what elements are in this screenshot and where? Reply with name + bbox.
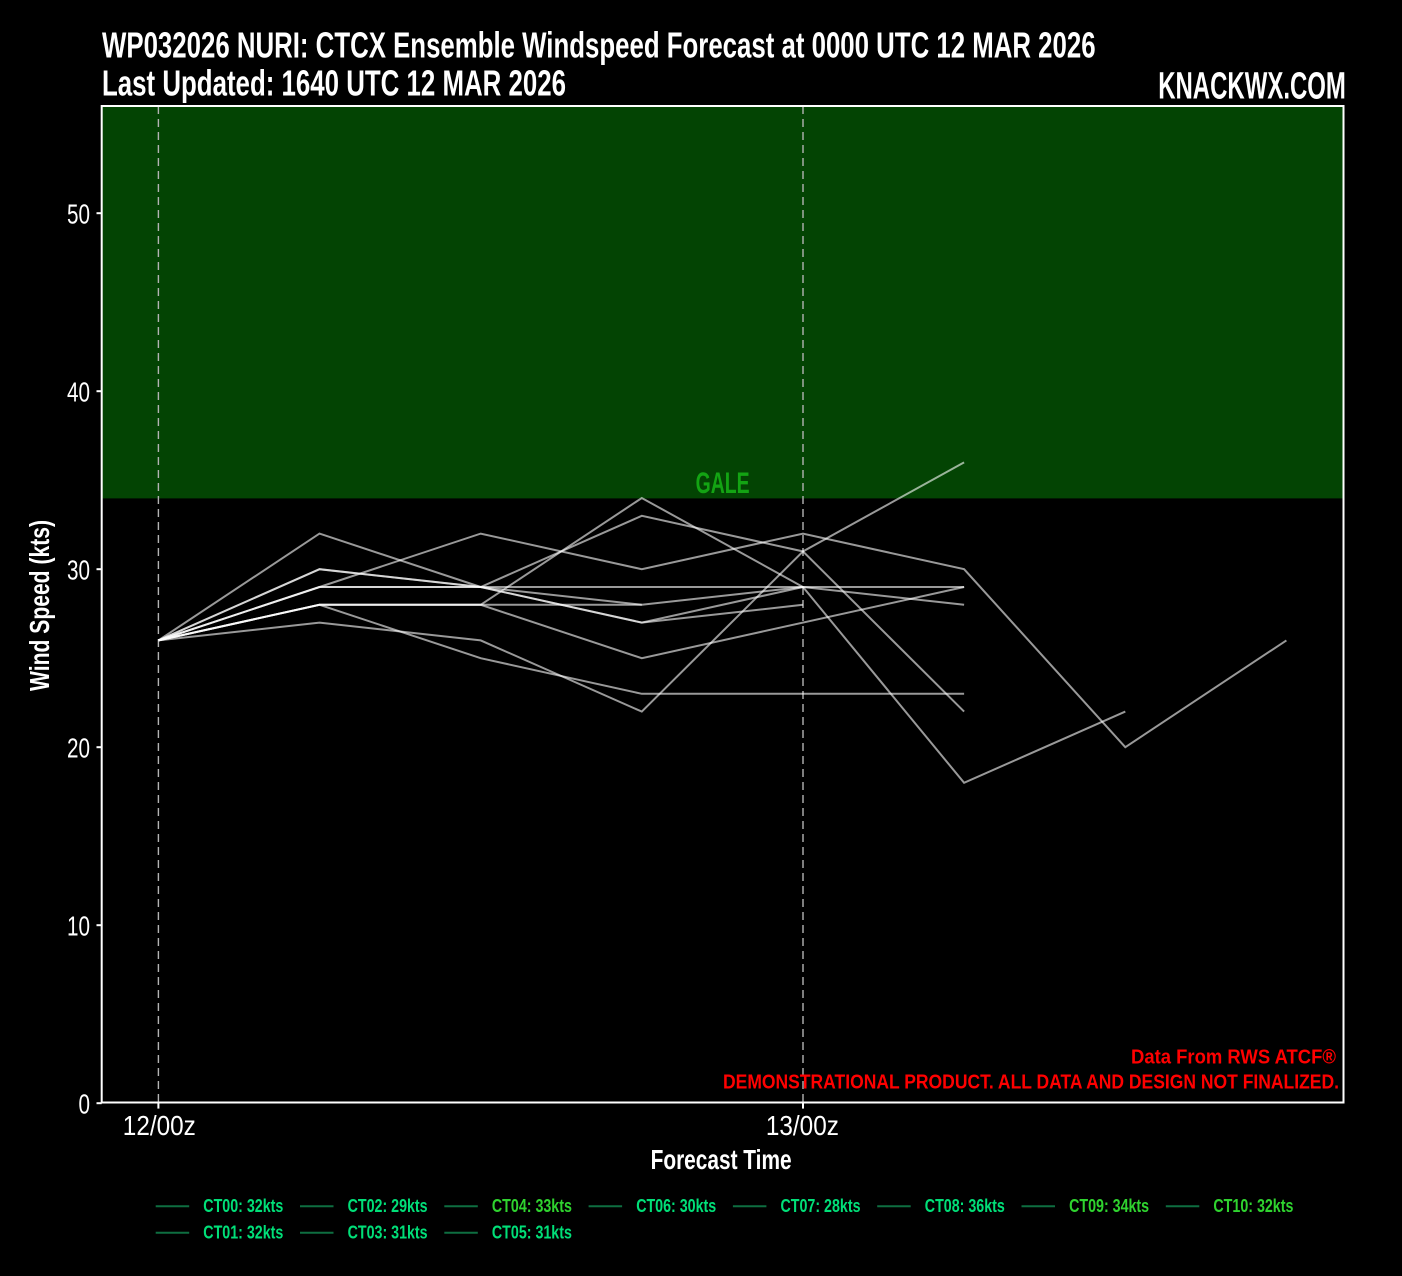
svg-text:CT07: 28kts: CT07: 28kts bbox=[781, 1195, 861, 1216]
svg-text:CT01: 32kts: CT01: 32kts bbox=[203, 1221, 283, 1242]
svg-text:DEMONSTRATIONAL PRODUCT. ALL D: DEMONSTRATIONAL PRODUCT. ALL DATA AND DE… bbox=[723, 1070, 1339, 1093]
svg-text:CT03: 31kts: CT03: 31kts bbox=[348, 1221, 428, 1242]
svg-text:Data From RWS ATCF®: Data From RWS ATCF® bbox=[1131, 1046, 1336, 1069]
svg-text:CT05: 31kts: CT05: 31kts bbox=[492, 1221, 572, 1242]
svg-text:CT08: 36kts: CT08: 36kts bbox=[925, 1195, 1005, 1216]
svg-text:Forecast Time: Forecast Time bbox=[651, 1144, 792, 1175]
svg-text:40: 40 bbox=[67, 377, 90, 408]
svg-text:CT02: 29kts: CT02: 29kts bbox=[348, 1195, 428, 1216]
svg-text:50: 50 bbox=[67, 199, 90, 230]
svg-text:CT04: 33kts: CT04: 33kts bbox=[492, 1195, 572, 1216]
svg-text:20: 20 bbox=[67, 733, 90, 764]
svg-text:0: 0 bbox=[79, 1089, 91, 1120]
svg-text:CT00: 32kts: CT00: 32kts bbox=[203, 1195, 283, 1216]
svg-text:10: 10 bbox=[67, 911, 90, 942]
svg-text:Wind Speed (kts): Wind Speed (kts) bbox=[24, 520, 55, 691]
svg-text:CT06: 30kts: CT06: 30kts bbox=[636, 1195, 716, 1216]
svg-text:30: 30 bbox=[67, 555, 90, 586]
svg-text:Last Updated: 1640 UTC 12 MAR: Last Updated: 1640 UTC 12 MAR 2026 bbox=[102, 63, 566, 104]
svg-text:KNACKWX.COM: KNACKWX.COM bbox=[1158, 66, 1346, 108]
svg-text:GALE: GALE bbox=[696, 467, 750, 500]
svg-text:CT09: 34kts: CT09: 34kts bbox=[1069, 1195, 1149, 1216]
svg-text:12/00z: 12/00z bbox=[123, 1110, 196, 1141]
svg-text:WP032026 NURI: CTCX Ensemble W: WP032026 NURI: CTCX Ensemble Windspeed F… bbox=[102, 25, 1096, 66]
svg-text:13/00z: 13/00z bbox=[766, 1110, 839, 1141]
svg-text:CT10: 32kts: CT10: 32kts bbox=[1213, 1195, 1293, 1216]
